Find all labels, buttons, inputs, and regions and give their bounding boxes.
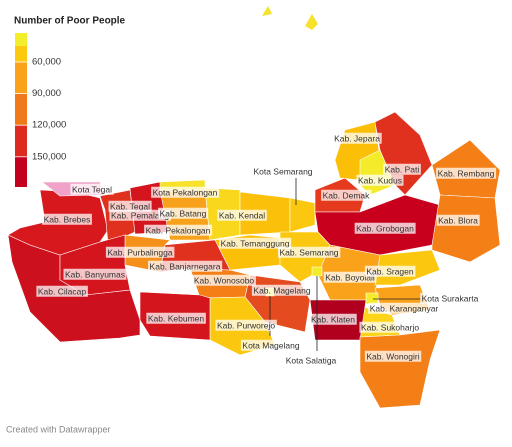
legend-swatch [15,33,27,46]
region-label: Kab. Purworejo [217,320,275,330]
region-label: Kab. Grobogan [356,223,414,233]
label-bg [284,354,339,366]
label-bg [436,214,480,226]
legend-tick-label: 120,000 [32,120,66,131]
label-bg [219,237,292,249]
region [289,197,316,233]
label-bg [356,174,404,186]
region-label: Kab. Blora [438,215,478,225]
region-label: Kab. Sragen [366,266,414,276]
region-label: Kab. Semarang [279,247,338,257]
label-bg [364,350,422,362]
region-label: Kab. Demak [323,190,371,200]
region-label: Kab. Banjarnegara [150,261,221,271]
legend-swatch [15,62,27,94]
labels: Kab. Cilacap Kab. Brebes Kota Tegal Kab. Te… [36,132,497,366]
label-bg [364,265,416,277]
region-label: Kab. Jepara [334,133,380,143]
region-label: Kab. Sukoharjo [361,322,419,332]
label-bg [63,268,127,280]
region-label: Kab. Brebes [44,214,91,224]
footer: Created with Datawrapper [6,424,111,434]
region-label: Kota Magelang [242,340,299,350]
legend-tick-label: 60,000 [32,57,61,68]
label-bg [215,319,277,331]
region-label: Kab. Cilacap [38,286,86,296]
label-bg [146,312,206,324]
label-bg [70,183,114,195]
label-bg [383,163,421,175]
label-bg [108,200,152,212]
region-label: Kab. Klaten [311,314,355,324]
region-label: Kota Semarang [253,166,312,176]
region-label: Kab. Tegal [110,201,150,211]
region-label: Kab. Wonosobo [194,275,255,285]
label-bg [321,189,372,201]
legend-swatch [15,125,27,157]
region [311,266,323,277]
label-bg [436,167,497,179]
label-bg [151,186,220,198]
label-bg [323,271,377,283]
region-label: Kab. Kendal [219,210,265,220]
region-label: Kota Salatiga [286,355,337,365]
label-bg [354,222,416,234]
region-label: Kab. Magelang [253,285,310,295]
region-label: Kab. Pati [385,164,420,174]
region-label: Kab. Karanganyar [370,303,439,313]
region-label: Kab. Batang [160,208,207,218]
legend-title: Number of Poor People [14,16,126,27]
legend-tick-label: 150,000 [32,151,66,162]
label-bg [105,246,175,258]
label-bg [420,292,481,304]
region-label: Kota Surakarta [422,293,479,303]
region-label: Kab. Pemalang [111,210,169,220]
label-bg [192,274,256,286]
legend-swatch [15,46,27,62]
label-bg [42,213,92,225]
label-bg [368,302,440,314]
region-label: Kab. Banyumas [65,269,125,279]
region-label: Kab. Pekalongan [146,225,211,235]
label-bg [148,260,223,272]
legend-tick-label: 90,000 [32,88,61,99]
label-bg [144,224,213,236]
region [359,329,441,409]
legend: Number of Poor People 60,000 90,000 120,00… [14,16,126,187]
region-label: Kab. Kudus [358,175,402,185]
label-bg [109,209,171,221]
region-label: Kab. Boyolali [325,272,375,282]
island [305,14,318,30]
region-label: Kota Pekalongan [153,187,218,197]
region-label: Kab. Purbalingga [107,247,172,257]
regions [7,111,501,409]
label-bg [277,246,341,258]
label-bg [359,321,421,333]
label-bg [158,207,209,219]
region-label: Kota Tegal [72,184,112,194]
label-bg [309,313,357,325]
label-bg [251,284,313,296]
region-label: Kab. Temanggung [221,238,290,248]
label-bg [251,165,315,177]
region-label: Kab. Kebumen [148,313,205,323]
legend-swatch [15,156,27,187]
label-bg [332,132,382,144]
region-label: Kab. Wonogiri [366,351,419,361]
region-label: Kab. Rembang [438,168,495,178]
region [431,194,501,263]
label-bg [240,339,302,351]
label-bg [217,209,267,221]
label-bg [36,285,88,297]
island [262,6,272,16]
legend-swatch [15,93,27,126]
